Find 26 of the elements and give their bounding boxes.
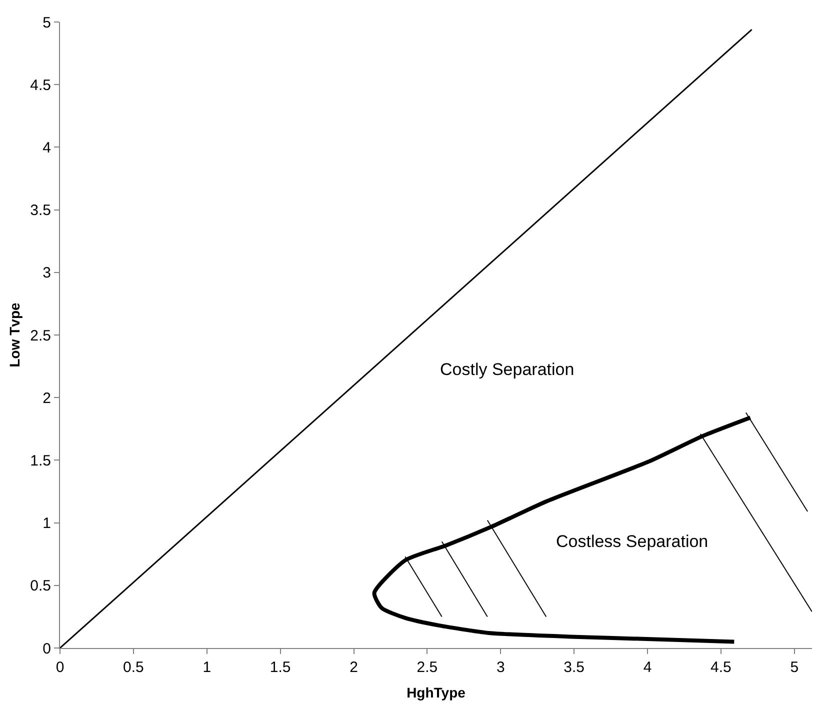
x-tick-label: 5 bbox=[790, 659, 799, 676]
y-tick-label: 4 bbox=[42, 139, 51, 156]
x-axis-title: HghType bbox=[406, 684, 466, 700]
y-tick-label: 3.5 bbox=[30, 202, 51, 220]
x-tick-label: 4.5 bbox=[710, 659, 732, 676]
x-tick-label: 1.5 bbox=[270, 659, 291, 676]
y-tick-label: 2.5 bbox=[30, 327, 51, 344]
x-tick-label: 1 bbox=[202, 659, 212, 676]
x-tick-label: 3 bbox=[496, 659, 505, 676]
annotation: Costless Separation bbox=[556, 532, 708, 551]
y-axis-title: Low Tvpe bbox=[6, 302, 23, 368]
x-tick-label: 2 bbox=[350, 659, 358, 676]
y-tick-label: 4.5 bbox=[30, 76, 51, 94]
y-tick-label: 0.5 bbox=[30, 578, 51, 595]
x-tick-label: 0.5 bbox=[123, 659, 144, 676]
x-tick-label: 3.5 bbox=[564, 659, 584, 676]
y-tick-label: 0 bbox=[42, 640, 51, 658]
y-tick-label: 5 bbox=[42, 14, 51, 32]
y-tick-label: 1.5 bbox=[30, 452, 51, 470]
x-tick-label: 4 bbox=[643, 659, 652, 676]
y-tick-label: 1 bbox=[42, 515, 51, 532]
x-tick-label: 2.5 bbox=[416, 659, 438, 676]
x-tick-label: 0 bbox=[56, 659, 64, 676]
annotation: Costly Separation bbox=[440, 360, 574, 379]
y-tick-label: 3 bbox=[42, 264, 51, 282]
y-tick-label: 2 bbox=[42, 390, 51, 407]
